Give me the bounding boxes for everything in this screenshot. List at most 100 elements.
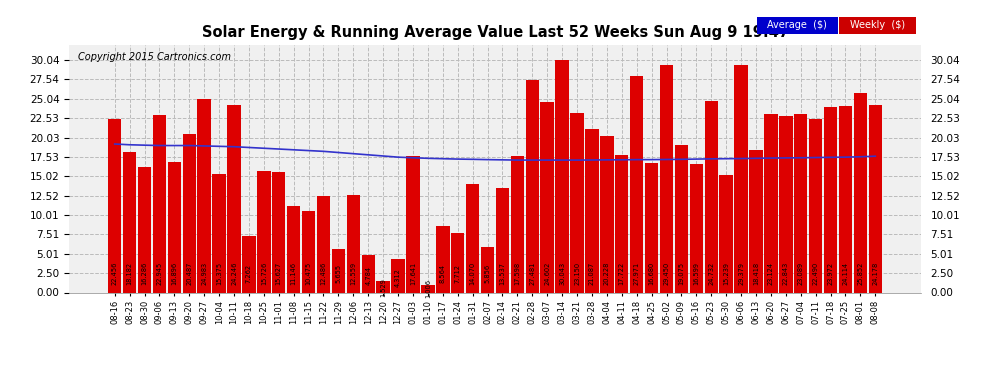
- Text: 16.896: 16.896: [171, 262, 177, 285]
- Text: 15.375: 15.375: [216, 262, 222, 285]
- Text: 22.490: 22.490: [813, 261, 819, 285]
- Bar: [466, 184, 479, 292]
- FancyBboxPatch shape: [839, 16, 916, 34]
- Bar: [108, 119, 122, 292]
- Bar: [496, 188, 509, 292]
- Text: 4.312: 4.312: [395, 268, 401, 287]
- Bar: [152, 115, 166, 292]
- FancyBboxPatch shape: [757, 16, 839, 34]
- Text: 19.075: 19.075: [678, 262, 684, 285]
- Text: 27.971: 27.971: [634, 262, 640, 285]
- Bar: [406, 156, 420, 292]
- Bar: [868, 105, 882, 292]
- Bar: [257, 171, 270, 292]
- Bar: [361, 255, 375, 292]
- Bar: [585, 129, 599, 292]
- Bar: [705, 101, 718, 292]
- Text: 22.945: 22.945: [156, 261, 162, 285]
- Bar: [853, 93, 867, 292]
- Bar: [659, 65, 673, 292]
- Bar: [346, 195, 360, 292]
- Text: Copyright 2015 Cartronics.com: Copyright 2015 Cartronics.com: [78, 53, 231, 62]
- Bar: [779, 116, 793, 292]
- Bar: [809, 118, 823, 292]
- Text: 20.228: 20.228: [604, 261, 610, 285]
- Bar: [421, 285, 435, 292]
- Text: 20.487: 20.487: [186, 261, 192, 285]
- Text: 7.712: 7.712: [454, 264, 460, 283]
- Bar: [570, 114, 584, 292]
- Text: 29.379: 29.379: [739, 262, 744, 285]
- Text: 24.178: 24.178: [872, 261, 878, 285]
- Bar: [243, 236, 255, 292]
- Bar: [436, 226, 449, 292]
- Bar: [749, 150, 762, 292]
- Bar: [555, 60, 569, 292]
- Text: 8.564: 8.564: [440, 264, 446, 283]
- Bar: [287, 206, 300, 292]
- Text: 27.481: 27.481: [530, 261, 536, 285]
- Text: 24.983: 24.983: [201, 262, 207, 285]
- Bar: [481, 247, 494, 292]
- Text: 23.124: 23.124: [768, 262, 774, 285]
- Text: 17.722: 17.722: [619, 261, 625, 285]
- Text: 18.182: 18.182: [127, 262, 133, 285]
- Text: 5.655: 5.655: [336, 264, 342, 283]
- Text: 15.239: 15.239: [723, 262, 730, 285]
- Bar: [376, 280, 390, 292]
- Bar: [123, 152, 137, 292]
- Bar: [138, 166, 151, 292]
- Bar: [600, 136, 614, 292]
- Text: 12.486: 12.486: [321, 261, 327, 285]
- Text: 16.286: 16.286: [142, 261, 148, 285]
- Bar: [644, 164, 658, 292]
- Text: 24.602: 24.602: [544, 261, 550, 285]
- Bar: [228, 105, 241, 292]
- Text: 23.150: 23.150: [574, 262, 580, 285]
- Text: 11.146: 11.146: [291, 262, 297, 285]
- Text: 1.006: 1.006: [425, 279, 431, 298]
- Bar: [690, 164, 703, 292]
- Bar: [615, 155, 629, 292]
- Text: 15.627: 15.627: [276, 261, 282, 285]
- Text: 14.070: 14.070: [469, 261, 475, 285]
- Bar: [541, 102, 554, 292]
- Text: 7.262: 7.262: [246, 264, 251, 283]
- Text: 1.529: 1.529: [380, 278, 386, 297]
- Bar: [182, 134, 196, 292]
- Bar: [197, 99, 211, 292]
- Bar: [511, 156, 524, 292]
- Bar: [839, 106, 852, 292]
- Text: 18.418: 18.418: [753, 262, 759, 285]
- Bar: [272, 172, 285, 292]
- Bar: [735, 65, 747, 292]
- Text: 23.972: 23.972: [828, 262, 834, 285]
- Bar: [451, 233, 464, 292]
- Bar: [824, 107, 838, 292]
- Text: 17.641: 17.641: [410, 262, 416, 285]
- Bar: [391, 259, 405, 292]
- Bar: [317, 196, 331, 292]
- Text: 24.246: 24.246: [231, 261, 237, 285]
- Text: 15.726: 15.726: [260, 261, 267, 285]
- Bar: [764, 114, 777, 292]
- Text: 13.537: 13.537: [500, 262, 506, 285]
- Text: 10.475: 10.475: [306, 261, 312, 285]
- Bar: [302, 211, 315, 292]
- Text: 22.456: 22.456: [112, 261, 118, 285]
- Text: 25.852: 25.852: [857, 261, 863, 285]
- Bar: [213, 174, 226, 292]
- Bar: [720, 175, 733, 292]
- Bar: [630, 76, 644, 292]
- Text: 24.114: 24.114: [842, 262, 848, 285]
- Text: 30.043: 30.043: [559, 262, 565, 285]
- Text: Weekly  ($): Weekly ($): [849, 20, 905, 30]
- Bar: [675, 145, 688, 292]
- Bar: [794, 114, 808, 292]
- Text: 22.843: 22.843: [783, 261, 789, 285]
- Text: 16.599: 16.599: [693, 262, 699, 285]
- Text: 23.089: 23.089: [798, 262, 804, 285]
- Bar: [332, 249, 346, 292]
- Bar: [526, 80, 539, 292]
- Text: 4.784: 4.784: [365, 266, 371, 285]
